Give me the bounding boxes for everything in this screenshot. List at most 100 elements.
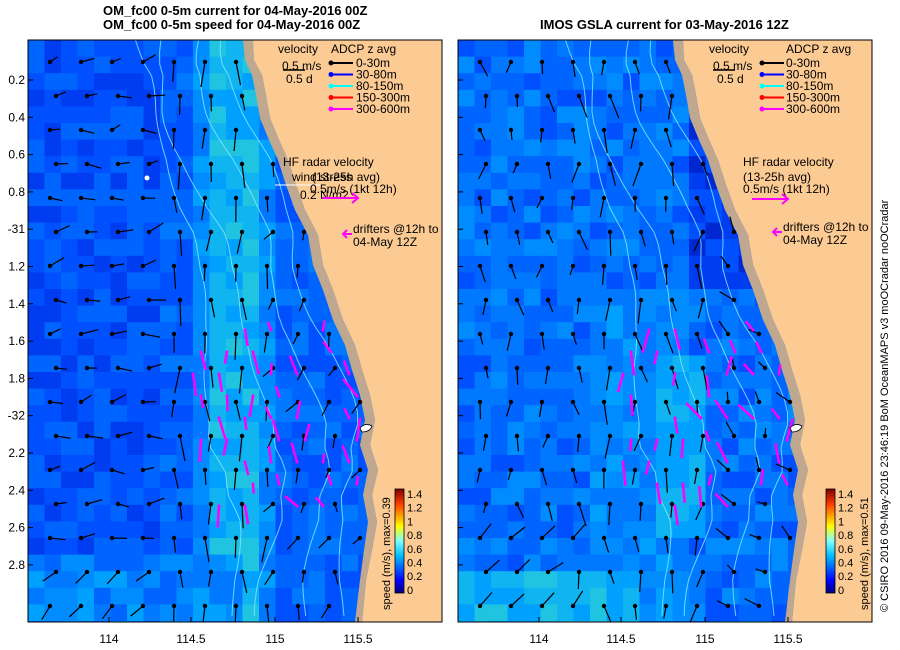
y-tick-6: 1.4 [8, 297, 25, 311]
right-title: IMOS GSLA current for 03-May-2016 12Z [540, 17, 789, 32]
left-hf-radar-arrows [191, 320, 362, 528]
adcp-label-1: 30-80m [356, 68, 397, 82]
adcp-label-2: 80-150m [356, 79, 403, 93]
adcp-label-0: 0-30m [786, 56, 820, 70]
left-panel-frame [27, 39, 443, 623]
adcp-label-3: 150-300m [356, 91, 410, 105]
right-bathymetry-contours [564, 40, 789, 617]
wind-stress-scale: 0.2 N/m2 [300, 188, 349, 202]
wind-stress-label: wind stress [291, 170, 352, 184]
adcp-label-0: 0-30m [356, 56, 390, 70]
left-title-line1: OM_fc00 0-5m current for 04-May-2016 00Z [103, 3, 368, 18]
y-tick-4: -31 [8, 222, 26, 236]
left-bathymetry-contours [134, 40, 359, 617]
colorbar-tick-3: 0.8 [838, 530, 853, 542]
right-colorbar-label: speed (m/s), max=0.51 [859, 497, 871, 610]
legend-adcp-title-right: ADCP z avg [786, 42, 851, 56]
y-tick-5: 1.2 [8, 260, 25, 274]
credit-text: © CSIRO 2016 09-May-2016 23:46:19 BoM Oc… [879, 199, 891, 612]
legend-velocity-scale-right: 0.5 m/s [713, 59, 752, 73]
legend-hf-line1: HF radar velocity [283, 155, 374, 169]
colorbar-tick-3: 0.8 [407, 530, 422, 542]
colorbar-tick-4: 0.6 [407, 544, 422, 556]
colorbar-tick-5: 0.4 [838, 558, 853, 570]
y-tick-1: 0.4 [8, 110, 25, 124]
colorbar-tick-1: 1.2 [407, 503, 422, 515]
right-legend: velocity 0.5 m/s 0.5 d ADCP z avg 0-30m3… [709, 42, 869, 247]
x-tick-0: 114 [529, 632, 548, 646]
legend-hf-arrow-right [752, 193, 790, 205]
x-tick-1: 114.5 [606, 632, 635, 646]
adcp-label-4: 300-600m [356, 102, 410, 116]
colorbar-tick-2: 1 [838, 516, 844, 528]
x-tick-2: 115 [695, 632, 714, 646]
x-tick-3: 115.5 [343, 632, 372, 646]
left-legend: velocity 0.5 m/s 0.5 d ADCP z avg 0-30m3… [278, 42, 439, 249]
legend-hf-arrow [322, 192, 360, 204]
right-island [789, 424, 803, 433]
left-island [359, 424, 373, 433]
colorbar-tick-4: 0.6 [838, 544, 853, 556]
left-ship-marker [144, 175, 150, 181]
colorbar-tick-6: 0.2 [407, 571, 422, 583]
legend-velocity-time: 0.5 d [286, 72, 313, 86]
right-coast-shelf [673, 40, 808, 622]
right-colorbar-ticks: 1.4 1.21 0.8 0.6 0.40.2 0 [838, 489, 853, 597]
legend-drifter-line2-right: 04-May 12Z [783, 233, 847, 247]
colorbar-tick-1: 1.2 [838, 503, 853, 515]
y-tick-0: 0.2 [8, 73, 25, 87]
right-land [683, 40, 872, 622]
left-map-panel [28, 40, 442, 622]
legend-drifter-line2: 04-May 12Z [353, 235, 417, 249]
right-hf-radar-arrows [616, 320, 794, 526]
x-tick-0: 114 [99, 632, 118, 646]
legend-drifter-line1: drifters @12h to [353, 222, 439, 236]
y-tick-2: 0.6 [8, 148, 25, 162]
adcp-label-3: 150-300m [786, 91, 840, 105]
legend-drifter-arrow-right [771, 227, 782, 237]
adcp-label-4: 300-600m [786, 102, 840, 116]
left-coast-shelf [243, 40, 378, 622]
left-colorbar-label: speed (m/s), max=0.39 [381, 497, 393, 610]
y-tick-12: 2.6 [8, 521, 25, 535]
colorbar-tick-6: 0.2 [838, 571, 853, 583]
left-colorbar-ticks: 1.4 1.21 0.8 0.6 0.40.2 0 [407, 489, 422, 597]
legend-hf-line2: (13-25h avg) [312, 170, 380, 184]
adcp-label-1: 30-80m [786, 68, 827, 82]
left-colorbar: 1.4 1.21 0.8 0.6 0.40.2 0 speed (m/s), max=0.… [381, 488, 422, 610]
y-tick-11: 2.4 [8, 483, 25, 497]
left-velocity-arrows [41, 54, 363, 622]
legend-hf-line2-right: (13-25h avg) [743, 170, 811, 184]
y-tick-13: 2.8 [8, 558, 25, 572]
left-title-line2: OM_fc00 0-5m speed for 04-May-2016 00Z [103, 17, 361, 32]
colorbar-tick-7: 0 [838, 585, 844, 597]
y-tick-10: 2.2 [8, 446, 25, 460]
colorbar-tick-0: 1.4 [838, 489, 853, 501]
legend-hf-line3: 0.5m/s (1kt 12h) [310, 182, 397, 196]
legend-velocity-title: velocity [278, 42, 318, 56]
colorbar-tick-2: 1 [407, 516, 413, 528]
right-colorbar-scale [825, 488, 836, 594]
colorbar-tick-0: 1.4 [407, 489, 422, 501]
x-tick-3: 115.5 [773, 632, 802, 646]
legend-hf-line3-right: 0.5m/s (1kt 12h) [743, 182, 830, 196]
y-axis-ticks: 0.2 0.4 0.6 0.8 -31 1.2 1.4 1.6 1.8 -32 2.2 2.4 2.6 2… [8, 73, 463, 572]
legend-velocity-title-right: velocity [709, 42, 749, 56]
right-map-panel [458, 40, 872, 622]
legend-drifter-line1-right: drifters @12h to [783, 220, 869, 234]
y-tick-7: 1.6 [8, 334, 25, 348]
y-tick-3: 0.8 [8, 185, 25, 199]
x-tick-2: 115 [265, 632, 284, 646]
y-tick-9: -32 [8, 409, 26, 423]
x-tick-1: 114.5 [176, 632, 205, 646]
legend-velocity-time-right: 0.5 d [717, 72, 744, 86]
colorbar-tick-5: 0.4 [407, 558, 422, 570]
colorbar-tick-7: 0 [407, 585, 413, 597]
right-x-axis-ticks: 114 114.5 115 115.5 [529, 617, 803, 646]
right-panel-frame [457, 39, 873, 623]
legend-drifter-arrow [341, 229, 352, 239]
adcp-label-2: 80-150m [786, 79, 833, 93]
